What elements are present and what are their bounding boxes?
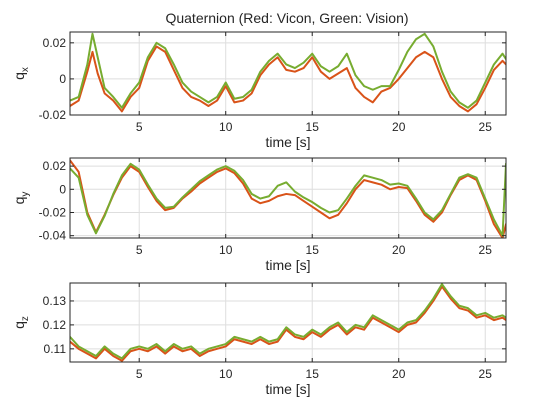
subplot-qy: 5 10 15 20 25 -0.04 -0.02 0 0.02 time [s] qy [11,157,507,273]
x-axis-label-qz: time [s] [265,381,310,397]
subplot-qz: 5 10 15 20 25 0.11 0.12 0.13 time [s] qz [11,282,507,397]
axes-frame-qx [69,31,507,116]
y-axis-label-subscript: x [20,67,31,72]
vision-series-line-qy [70,162,506,237]
x-axis-label-qx: time [s] [265,134,310,150]
y-axis-label-qy: qy [11,192,31,205]
x-tick-label: 20 [392,367,406,381]
x-tick-label: 20 [392,120,406,134]
y-axis-label-qx: qx [11,67,31,80]
x-tick-label: 5 [136,367,143,381]
x-tick-label: 25 [479,120,493,134]
vicon-series-line-qz [70,285,506,362]
y-tick-label: 0.02 [43,36,67,50]
y-axis-label-text: q [11,197,27,205]
x-tick-label: 10 [219,243,233,257]
x-tick-label: 15 [306,243,320,257]
vicon-series-line-qy [70,159,506,238]
vision-series-line-qz [70,283,506,360]
y-axis-label-text: q [11,72,27,80]
x-tick-label: 25 [479,243,493,257]
x-axis-label-qy: time [s] [265,257,310,273]
axes-frame-qz [69,282,507,363]
x-tick-label: 15 [306,120,320,134]
x-tick-label: 10 [219,120,233,134]
y-axis-label-qz: qz [11,316,31,329]
y-tick-label: 0.02 [43,159,67,173]
axes-background-qy [70,158,506,238]
y-tick-label: 0.12 [43,318,67,332]
x-tick-label: 5 [136,243,143,257]
vision-series-line-qx [70,32,506,109]
x-tick-label: 20 [392,243,406,257]
figure-title: Quaternion (Red: Vicon, Green: Vision) [165,10,408,26]
y-axis-label-subscript: z [20,316,31,321]
y-tick-label: -0.02 [39,205,67,219]
y-axis-label-text: q [11,321,27,329]
y-tick-label: -0.02 [39,108,67,122]
y-tick-label: -0.04 [39,229,67,243]
x-tick-label: 5 [136,120,143,134]
subplot-qx: 5 10 15 20 25 -0.02 0 0.02 time [s] qx [11,31,507,150]
y-axis-label-subscript: y [20,192,31,197]
x-tick-label: 25 [479,367,493,381]
y-tick-label: 0.13 [43,294,67,308]
vicon-series-line-qx [70,45,506,113]
x-tick-label: 10 [219,367,233,381]
y-tick-label: 0.11 [44,342,67,356]
axes-frame-qy [69,157,507,239]
y-tick-label: 0 [59,182,66,196]
y-tick-label: 0 [59,72,66,86]
x-tick-label: 15 [306,367,320,381]
